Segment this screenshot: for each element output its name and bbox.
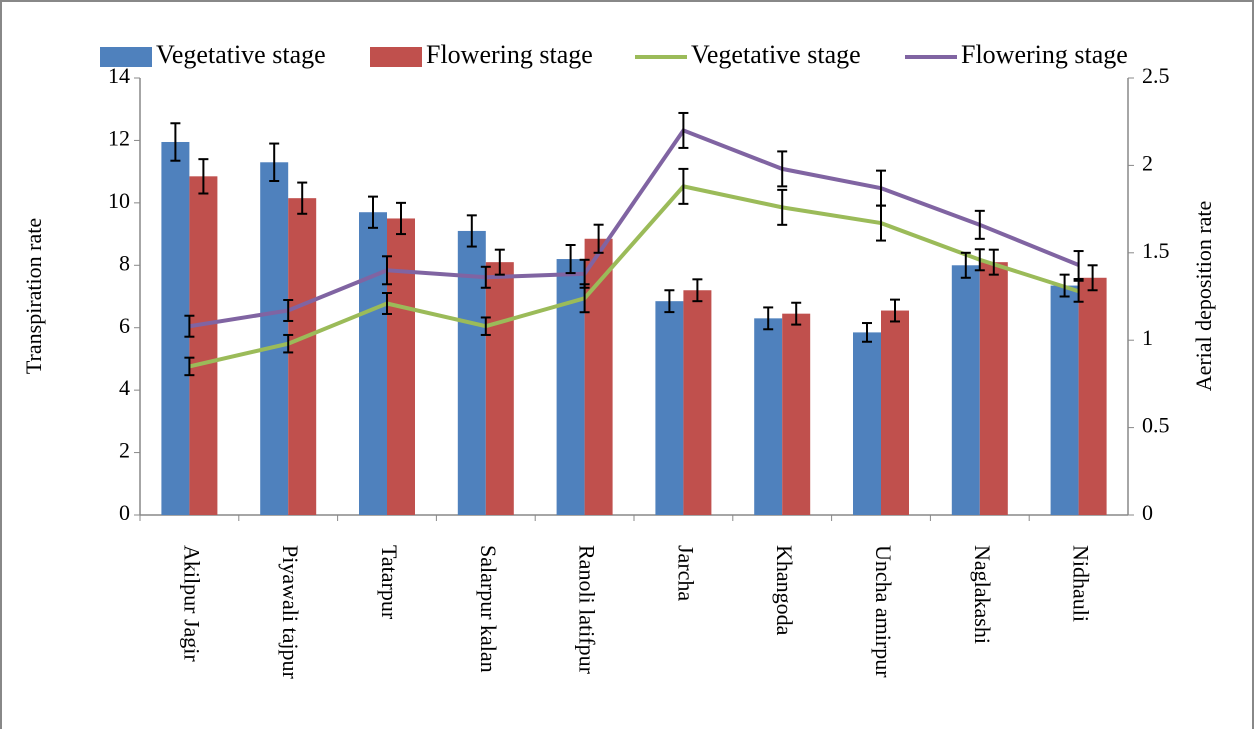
bar — [161, 141, 190, 515]
error-bar — [283, 298, 294, 322]
legend-label: Vegetative stage — [691, 40, 861, 69]
error-bar — [494, 248, 505, 276]
error-bar — [198, 158, 209, 195]
error-bar — [184, 356, 195, 377]
x-tick-label: Jarcha — [673, 545, 698, 601]
x-tick-label: Salarpur kalan — [476, 545, 501, 673]
bar — [359, 212, 387, 515]
error-bar — [382, 292, 392, 315]
error-bar — [382, 255, 392, 286]
bar — [979, 262, 1008, 515]
error-bar — [480, 265, 491, 289]
error-bar — [777, 150, 788, 188]
y-tick-label: 14 — [108, 63, 130, 88]
x-tick-label: Tatarpur — [377, 545, 402, 620]
y-tick-label: 12 — [108, 125, 130, 150]
bar — [387, 218, 415, 515]
bar — [1050, 285, 1079, 515]
error-bar — [890, 298, 900, 323]
error-bar — [184, 314, 195, 338]
error-bar — [692, 278, 703, 303]
y2-tick-label: 1.5 — [1142, 238, 1170, 263]
error-bar — [988, 248, 999, 276]
error-bar — [297, 181, 308, 215]
legend-label: Vegetative stage — [156, 40, 326, 69]
x-tick-label: Piyawali tajpur — [278, 545, 303, 679]
x-tick-label: Khangoda — [772, 545, 797, 636]
bar — [189, 176, 218, 515]
error-bar — [269, 142, 280, 183]
error-bar — [1073, 279, 1084, 303]
bar — [881, 310, 909, 515]
bar — [485, 262, 514, 515]
error-bar — [664, 289, 675, 314]
error-bar — [480, 316, 491, 336]
error-bar — [170, 122, 181, 162]
y2-tick-label: 1 — [1142, 325, 1153, 350]
y2-tick-label: 0.5 — [1142, 413, 1170, 438]
y2-tick-label: 0 — [1142, 500, 1153, 525]
legend-label: Flowering stage — [961, 40, 1128, 69]
y-tick-label: 4 — [119, 375, 130, 400]
y2-tick-label: 2.5 — [1142, 63, 1170, 88]
y-tick-label: 8 — [119, 250, 130, 275]
x-tick-label: Nidhauli — [1069, 545, 1094, 622]
error-bar — [1059, 273, 1070, 298]
error-bar — [974, 248, 985, 272]
x-tick-label: Akilpur Jagir — [179, 545, 204, 662]
bar — [754, 318, 783, 515]
error-bar — [763, 306, 774, 331]
y-axis-label: Transpiration rate — [21, 218, 46, 374]
x-tick-label: Uncha amirpur — [871, 545, 896, 678]
error-bar — [777, 188, 788, 226]
bar — [288, 198, 317, 516]
error-bar — [678, 167, 689, 205]
error-bar — [466, 214, 477, 248]
line — [188, 184, 1080, 369]
legend-swatch — [370, 47, 422, 67]
error-bar — [678, 111, 689, 149]
error-bar — [579, 258, 590, 289]
bar — [853, 332, 881, 515]
y-tick-label: 2 — [119, 438, 130, 463]
line — [189, 128, 1080, 329]
y2-tick-label: 2 — [1142, 150, 1153, 175]
error-bar — [974, 209, 985, 240]
legend-swatch — [100, 47, 152, 67]
error-bar — [862, 322, 872, 343]
error-bar — [565, 243, 576, 275]
bar — [782, 313, 811, 515]
y-tick-label: 10 — [108, 188, 130, 213]
bar — [951, 265, 980, 515]
y-tick-label: 6 — [119, 313, 130, 338]
bar — [260, 162, 289, 515]
bar — [1078, 277, 1107, 515]
bar — [655, 301, 684, 515]
y-tick-label: 0 — [119, 500, 130, 525]
error-bar — [593, 223, 604, 254]
x-tick-label: Naglakashi — [970, 545, 995, 644]
error-bar — [368, 195, 378, 229]
error-bar — [960, 251, 971, 279]
error-bar — [283, 333, 294, 354]
error-bar — [1087, 264, 1098, 292]
bar — [683, 290, 712, 515]
bar — [457, 230, 486, 515]
error-bar — [876, 169, 886, 207]
error-bar — [396, 201, 406, 236]
y2-axis-label: Aerial deposition rate — [1191, 201, 1216, 392]
x-tick-label: Ranoli latifpur — [575, 545, 600, 675]
error-bar — [1073, 250, 1084, 281]
error-bar — [791, 301, 802, 326]
legend-label: Flowering stage — [426, 40, 593, 69]
